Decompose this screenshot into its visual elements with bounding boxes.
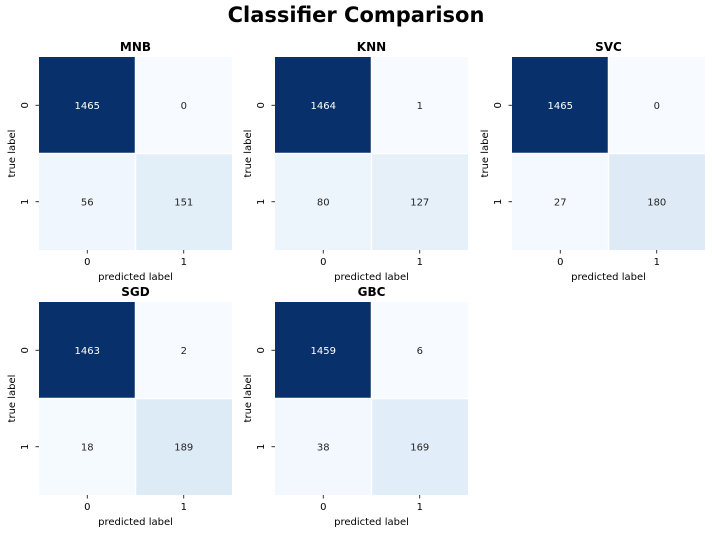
- cell-value: 1459: [311, 346, 336, 357]
- panel-gbc: GBC 1459 6 38 169 0 1 0 1 predicted label true lab…: [243, 285, 468, 528]
- cell-value: 169: [410, 442, 429, 453]
- cell-value: 6: [417, 346, 423, 357]
- heatmap-cell: [512, 57, 609, 154]
- cell-value: 1465: [75, 101, 100, 112]
- heatmap-cell: [608, 57, 705, 154]
- x-tick-label: 0: [320, 502, 326, 513]
- y-axis-label: true label: [243, 375, 254, 423]
- cell-value: 1464: [311, 101, 336, 112]
- cell-value: 56: [81, 197, 94, 208]
- cell-value: 18: [81, 442, 94, 453]
- cell-value: 0: [181, 101, 187, 112]
- cell-value: 1: [417, 101, 423, 112]
- cell-value: 80: [317, 197, 330, 208]
- y-tick-label: 0: [493, 102, 504, 108]
- y-axis-label: true label: [7, 375, 18, 423]
- heatmap-cell: [135, 57, 232, 154]
- y-tick-label: 1: [493, 199, 504, 205]
- y-tick-label: 0: [256, 347, 267, 353]
- heatmap-cell: [371, 398, 468, 495]
- heatmap-cell: [135, 153, 232, 250]
- heatmap-cell: [135, 398, 232, 495]
- y-tick-label: 1: [20, 444, 31, 450]
- panel-title: SGD: [121, 285, 149, 299]
- heatmap-cell: [371, 153, 468, 250]
- panel-title: SVC: [595, 40, 622, 54]
- x-axis-label: predicted label: [98, 517, 173, 528]
- y-tick-label: 0: [20, 347, 31, 353]
- x-tick-label: 0: [84, 502, 90, 513]
- y-tick-label: 0: [256, 102, 267, 108]
- x-axis-label: predicted label: [334, 272, 409, 283]
- y-tick-label: 1: [20, 199, 31, 205]
- heatmap-panels: MNB 1465 0 56 151 0 1 0 1 predicted label true lab…: [7, 40, 705, 528]
- y-tick-label: 1: [256, 444, 267, 450]
- heatmap-cell: [371, 302, 468, 399]
- cell-value: 127: [410, 197, 429, 208]
- cell-value: 1463: [75, 346, 100, 357]
- heatmap-cell: [135, 302, 232, 399]
- cell-value: 0: [654, 101, 660, 112]
- cell-value: 151: [174, 197, 193, 208]
- heatmap-cell: [512, 153, 609, 250]
- panel-svc: SVC 1465 0 27 180 0 1 0 1 predicted label true lab…: [480, 40, 705, 283]
- cell-value: 2: [181, 346, 187, 357]
- heatmap-cell: [39, 153, 136, 250]
- heatmap-cell: [39, 302, 136, 399]
- x-tick-label: 0: [557, 257, 563, 268]
- figure-title: Classifier Comparison: [228, 3, 485, 27]
- heatmap-cell: [275, 398, 372, 495]
- heatmap-cell: [371, 57, 468, 154]
- cell-value: 1465: [548, 101, 573, 112]
- panel-mnb: MNB 1465 0 56 151 0 1 0 1 predicted label true lab…: [7, 40, 232, 283]
- x-tick-label: 1: [654, 257, 660, 268]
- x-axis-label: predicted label: [571, 272, 646, 283]
- y-axis-label: true label: [243, 130, 254, 178]
- heatmap-cell: [39, 398, 136, 495]
- panel-title: GBC: [358, 285, 386, 299]
- panel-title: MNB: [120, 40, 151, 54]
- x-tick-label: 1: [181, 257, 187, 268]
- x-axis-label: predicted label: [98, 272, 173, 283]
- y-tick-label: 0: [20, 102, 31, 108]
- y-axis-label: true label: [480, 130, 491, 178]
- cell-value: 27: [554, 197, 567, 208]
- heatmap-cell: [39, 57, 136, 154]
- x-tick-label: 0: [84, 257, 90, 268]
- panel-title: KNN: [357, 40, 386, 54]
- heatmap-cell: [275, 153, 372, 250]
- cell-value: 189: [174, 442, 193, 453]
- x-tick-label: 1: [181, 502, 187, 513]
- x-tick-label: 1: [417, 502, 423, 513]
- cell-value: 38: [317, 442, 330, 453]
- heatmap-cell: [608, 153, 705, 250]
- cell-value: 180: [647, 197, 666, 208]
- panel-sgd: SGD 1463 2 18 189 0 1 0 1 predicted label true lab…: [7, 285, 232, 528]
- heatmap-cell: [275, 302, 372, 399]
- y-axis-label: true label: [7, 130, 18, 178]
- panel-knn: KNN 1464 1 80 127 0 1 0 1 predicted label true lab…: [243, 40, 468, 283]
- x-axis-label: predicted label: [334, 517, 409, 528]
- x-tick-label: 0: [320, 257, 326, 268]
- x-tick-label: 1: [417, 257, 423, 268]
- y-tick-label: 1: [256, 199, 267, 205]
- heatmap-cell: [275, 57, 372, 154]
